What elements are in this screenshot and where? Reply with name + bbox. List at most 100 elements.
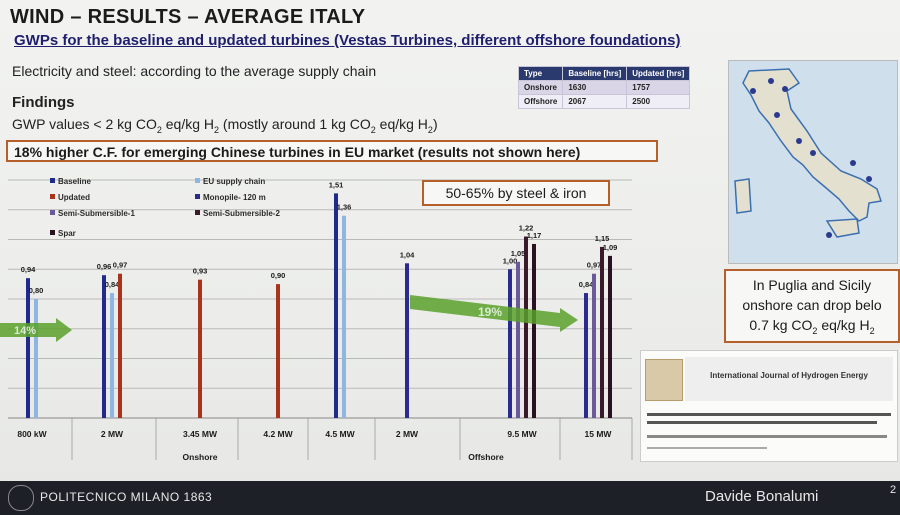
- x-tick-label: 3.45 MW: [183, 429, 218, 439]
- data-label: 0,84: [105, 280, 120, 289]
- table-cell: 2067: [562, 94, 628, 109]
- table-cell: 1630: [562, 80, 628, 95]
- supply-chain-note: Electricity and steel: according to the …: [12, 63, 377, 79]
- table-header: Baseline [hrs]: [562, 66, 628, 81]
- legend-label: Semi-Submersible-1: [58, 209, 135, 218]
- bar-semi_sub_1: [516, 261, 520, 418]
- italy-map-graphic: [734, 68, 882, 238]
- gwp-part-1: GWP values < 2 kg CO: [12, 116, 157, 132]
- bar-baseline: [334, 193, 338, 418]
- data-label: 0,97: [587, 261, 602, 270]
- reduction-arrow-onshore: [0, 318, 72, 342]
- table-cell: Offshore: [517, 94, 564, 109]
- data-label: 1,36: [337, 203, 352, 212]
- legend-label: Monopile- 120 m: [203, 193, 266, 202]
- data-label: 1,17: [527, 231, 542, 240]
- bar-semi_sub_2: [524, 236, 528, 418]
- chart-bars: 0,94 0,80 0,96 0,84 0,97 0,93 0,90 1,51 1,36 1,04…: [21, 180, 618, 418]
- legend-swatch: [195, 194, 200, 199]
- data-label: 0,96: [97, 262, 112, 271]
- bar-eu_supply_chain: [34, 299, 38, 418]
- reduction-label: 19%: [478, 305, 502, 319]
- puglia-l3-sub2: 2: [869, 325, 875, 336]
- table-row: Offshore 2067 2500: [517, 94, 691, 109]
- bar-baseline: [102, 275, 106, 418]
- reduction-label: 14%: [14, 325, 36, 337]
- puglia-l3-b: eq/kg H: [817, 317, 870, 333]
- gwp-sub-4: 2: [427, 124, 433, 135]
- legend-label: Semi-Submersible-2: [203, 209, 280, 218]
- gwp-part-3: (mostly around 1 kg CO: [219, 116, 371, 132]
- gwp-part-2: eq/kg H: [161, 116, 215, 132]
- legend-swatch: [50, 210, 55, 215]
- bar-monopile: [508, 269, 512, 418]
- data-label: 0,84: [579, 280, 594, 289]
- journal-title-line: [647, 421, 877, 424]
- gwp-bar-chart: Baseline EU supply chain Updated Monopile- …: [0, 177, 633, 462]
- data-label: 1,04: [400, 250, 415, 259]
- bar-eu_supply_chain: [110, 293, 114, 418]
- data-label: 0,80: [29, 286, 44, 295]
- bar-eu_supply_chain: [342, 215, 346, 418]
- table-header-row: Type Baseline [hrs] Updated [hrs]: [517, 66, 691, 81]
- table-header: Updated [hrs]: [626, 66, 691, 81]
- data-label: 1,15: [595, 234, 610, 243]
- polimi-seal-icon: [8, 485, 34, 511]
- x-tick-label: 2 MW: [396, 429, 419, 439]
- puglia-line-3: 0.7 kg CO2 eq/kg H2: [726, 315, 898, 341]
- journal-authors-line: [647, 435, 887, 438]
- steel-iron-callout: 50-65% by steel & iron: [422, 180, 610, 206]
- gwp-sub-2: 2: [214, 124, 220, 135]
- data-label: 1,00: [503, 256, 518, 265]
- gwp-part-4: eq/kg H: [375, 116, 428, 132]
- puglia-line-2: onshore can drop belo: [742, 297, 882, 313]
- bar-spar: [532, 243, 536, 418]
- data-label: 0,97: [113, 261, 128, 270]
- slide-title: WIND – RESULTS – AVERAGE ITALY: [10, 6, 366, 28]
- x-tick-label: 800 kW: [17, 429, 47, 439]
- legend-label: Updated: [58, 193, 90, 202]
- chart-legend: Baseline EU supply chain Updated Monopile- …: [50, 177, 280, 238]
- journal-name: International Journal of Hydrogen Energy: [710, 371, 868, 380]
- x-tick-label: 15 MW: [585, 429, 613, 439]
- slide-subtitle: GWPs for the baseline and updated turbin…: [14, 32, 681, 49]
- table-cell: 1757: [626, 80, 691, 95]
- x-tick-label: 4.2 MW: [263, 429, 293, 439]
- data-label: 0,93: [193, 267, 208, 276]
- bar-updated: [198, 279, 202, 418]
- reduction-arrow-offshore: [410, 295, 578, 332]
- legend-swatch: [195, 178, 200, 183]
- puglia-sicily-callout: In Puglia and Sicily onshore can drop be…: [724, 269, 900, 343]
- table-row: Onshore 1630 1757: [517, 80, 691, 95]
- x-tick-label: 2 MW: [101, 429, 124, 439]
- journal-title-line: [647, 413, 891, 416]
- capacity-table: Type Baseline [hrs] Updated [hrs] Onshor…: [517, 66, 691, 109]
- findings-heading: Findings: [12, 94, 75, 111]
- journal-banner: [685, 357, 893, 401]
- elsevier-logo-icon: [645, 359, 683, 401]
- data-label: 0,94: [21, 265, 36, 274]
- x-axis-labels: 800 kW 2 MW 3.45 MW 4.2 MW 4.5 MW 2 MW 9.5 MW 1…: [17, 429, 612, 462]
- gwp-finding: GWP values < 2 kg CO2 eq/kg H2 (mostly a…: [12, 116, 438, 135]
- bar-updated: [276, 284, 280, 418]
- journal-reference: International Journal of Hydrogen Energy: [640, 350, 898, 462]
- legend-swatch: [195, 210, 200, 215]
- data-label: 0,90: [271, 271, 286, 280]
- group-label-onshore: Onshore: [183, 452, 218, 462]
- data-label: 1,09: [603, 243, 618, 252]
- legend-swatch: [50, 178, 55, 183]
- footer-bar: [0, 481, 900, 515]
- footer-institution: POLITECNICO MILANO 1863: [40, 490, 213, 504]
- data-label: 1,51: [329, 180, 344, 189]
- bar-monopile: [584, 293, 588, 418]
- puglia-l3-a: 0.7 kg CO: [749, 317, 813, 333]
- table-cell: 2500: [626, 94, 691, 109]
- bar-baseline: [26, 278, 30, 418]
- x-tick-label: 9.5 MW: [507, 429, 537, 439]
- data-label: 1,05: [511, 249, 526, 258]
- journal-affiliation-line: [647, 447, 767, 449]
- puglia-l3-sub1: 2: [812, 325, 818, 336]
- gwp-sub-3: 2: [370, 124, 376, 135]
- gwp-sub-1: 2: [156, 124, 162, 135]
- legend-label: Baseline: [58, 177, 91, 186]
